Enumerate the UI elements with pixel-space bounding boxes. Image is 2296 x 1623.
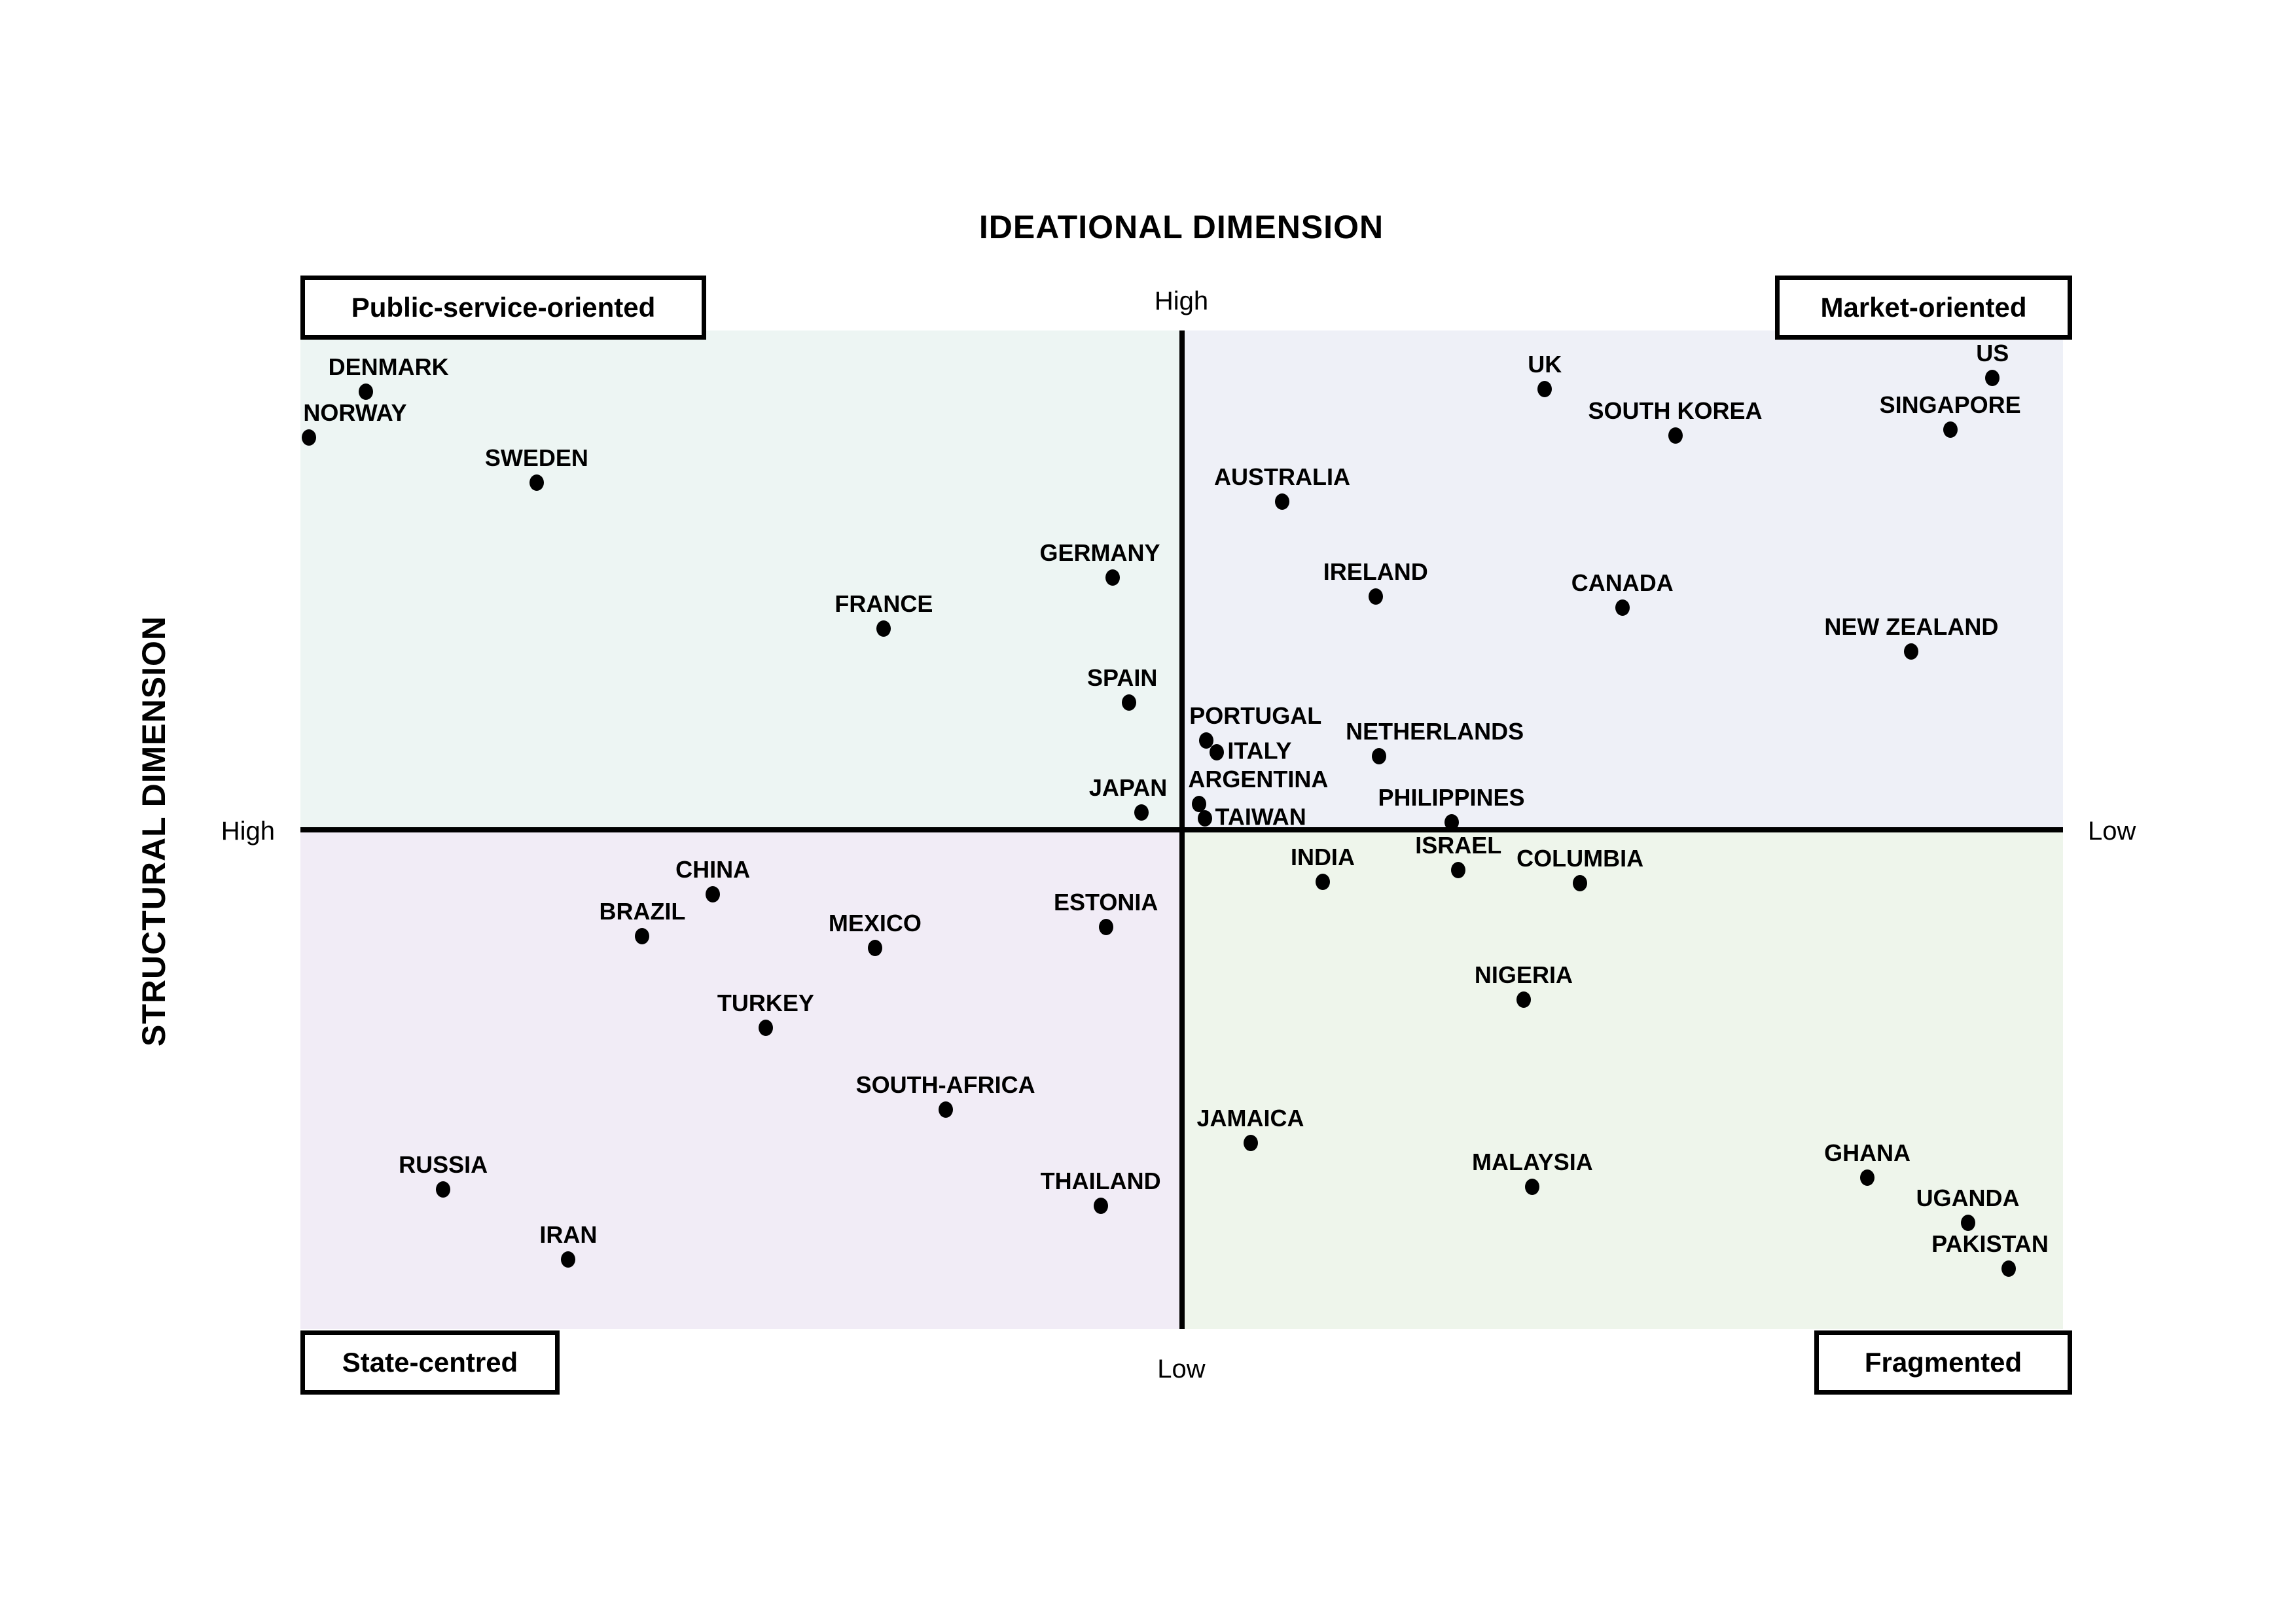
data-dot xyxy=(1315,874,1330,891)
data-dot xyxy=(1537,380,1552,397)
data-dot xyxy=(1121,694,1136,711)
data-dot xyxy=(1860,1169,1875,1186)
country-label: GERMANY xyxy=(1039,539,1160,566)
country-label: THAILAND xyxy=(1040,1167,1161,1194)
quadrant-box-public-service-oriented: Public-service-oriented xyxy=(300,276,706,340)
data-dot xyxy=(1904,643,1919,660)
country-label: RUSSIA xyxy=(399,1151,488,1179)
country-label: IRAN xyxy=(539,1221,598,1249)
data-dot xyxy=(358,383,373,401)
country-label: SOUTH KOREA xyxy=(1588,397,1763,425)
country-label: SINGAPORE xyxy=(1879,391,2021,419)
country-label: ITALY xyxy=(1227,737,1292,764)
data-dot xyxy=(876,620,891,637)
data-dot xyxy=(561,1251,576,1268)
data-dot xyxy=(302,429,317,446)
data-dot xyxy=(2001,1260,2016,1277)
data-dot xyxy=(1199,732,1214,749)
data-dot xyxy=(1516,991,1531,1008)
country-label: FRANCE xyxy=(834,590,933,617)
country-label: JAPAN xyxy=(1088,774,1168,801)
data-dot xyxy=(1668,427,1683,444)
data-dot xyxy=(1372,748,1387,765)
country-label: UGANDA xyxy=(1916,1184,2020,1211)
data-dot xyxy=(529,474,544,491)
data-dot xyxy=(1451,862,1466,879)
data-dot xyxy=(1943,421,1958,438)
country-label: PORTUGAL xyxy=(1189,702,1322,729)
axis-label-top-high: High xyxy=(1154,287,1209,315)
data-dot xyxy=(706,885,721,902)
data-dot xyxy=(1134,804,1149,821)
country-label: BRAZIL xyxy=(599,897,686,925)
data-dot xyxy=(1243,1134,1258,1151)
country-label: TURKEY xyxy=(717,990,814,1017)
axis-label-bottom-low: Low xyxy=(1157,1355,1206,1383)
country-label: MALAYSIA xyxy=(1472,1148,1593,1175)
country-label: GHANA xyxy=(1824,1139,1911,1167)
country-label: CANADA xyxy=(1571,569,1674,596)
country-label: IRELAND xyxy=(1323,558,1428,585)
country-label: INDIA xyxy=(1290,844,1355,871)
country-label: MEXICO xyxy=(828,910,922,937)
horizontal-axis-line xyxy=(300,827,2063,832)
country-label: JAMAICA xyxy=(1196,1104,1304,1132)
country-label: SWEDEN xyxy=(484,444,588,471)
data-dot xyxy=(1197,810,1212,827)
data-dot xyxy=(758,1020,773,1037)
quadrant-top-left xyxy=(300,330,1182,830)
quadrant-bottom-left xyxy=(300,830,1182,1329)
country-label: AUSTRALIA xyxy=(1214,463,1350,490)
country-label: US xyxy=(1976,339,2009,366)
country-label: CHINA xyxy=(675,855,751,883)
axis-label-left-high: High xyxy=(221,817,275,846)
country-label: TAIWAN xyxy=(1215,803,1306,830)
country-label: UK xyxy=(1528,350,1562,378)
country-label: PHILIPPINES xyxy=(1378,783,1525,811)
country-label: ARGENTINA xyxy=(1188,766,1329,793)
country-label: NETHERLANDS xyxy=(1346,718,1524,745)
data-dot xyxy=(867,940,882,957)
country-label: SPAIN xyxy=(1087,664,1158,691)
quadrant-box-state-centred: State-centred xyxy=(300,1330,560,1395)
data-dot xyxy=(1525,1178,1540,1195)
quadrant-box-fragmented: Fragmented xyxy=(1814,1330,2072,1395)
country-label: ISRAEL xyxy=(1415,832,1502,859)
data-dot xyxy=(1368,588,1383,605)
country-label: PAKISTAN xyxy=(1931,1230,2049,1257)
data-dot xyxy=(1444,813,1459,830)
country-label: NEW ZEALAND xyxy=(1824,613,1999,640)
axis-label-right-low: Low xyxy=(2088,817,2136,846)
country-label: NORWAY xyxy=(303,399,407,427)
country-label: NIGERIA xyxy=(1474,961,1573,989)
data-dot xyxy=(635,927,650,944)
data-dot xyxy=(1573,874,1588,891)
quadrant-top-right xyxy=(1181,330,2063,830)
data-dot xyxy=(1105,569,1121,586)
data-dot xyxy=(1192,796,1207,813)
data-dot xyxy=(1275,493,1289,510)
data-dot xyxy=(1960,1214,1975,1231)
country-label: SOUTH-AFRICA xyxy=(855,1071,1035,1099)
data-dot xyxy=(1210,743,1225,760)
quadrant-box-market-oriented: Market-oriented xyxy=(1775,276,2072,340)
data-dot xyxy=(1098,919,1113,936)
country-label: DENMARK xyxy=(328,353,449,381)
x-dimension-title: IDEATIONAL DIMENSION xyxy=(978,209,1384,245)
data-dot xyxy=(1985,369,2000,386)
country-label: COLUMBIA xyxy=(1516,844,1644,872)
data-dot xyxy=(938,1101,953,1118)
country-label: ESTONIA xyxy=(1054,889,1158,916)
quadrant-bottom-right xyxy=(1181,830,2063,1329)
data-dot xyxy=(1093,1197,1108,1214)
plot-area: DENMARK NORWAY SWEDEN GERMANY FRANCE SPAIN JAP… xyxy=(300,330,2063,1329)
data-dot xyxy=(436,1181,451,1198)
data-dot xyxy=(1615,599,1630,616)
